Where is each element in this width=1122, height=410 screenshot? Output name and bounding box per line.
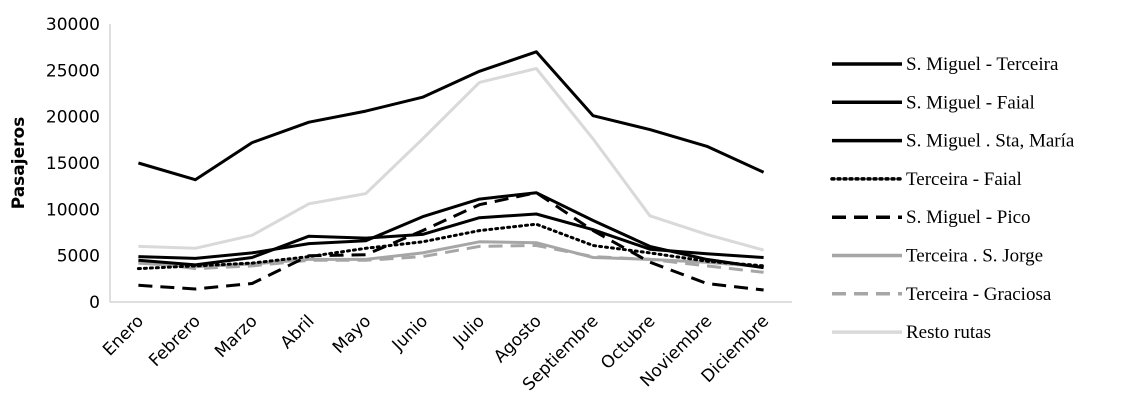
series-line: [138, 67, 764, 252]
x-tick-label: Julio: [449, 311, 489, 351]
y-tick-label: 10000: [46, 200, 100, 220]
series-lines: [136, 50, 766, 292]
y-tick-label: 25000: [46, 61, 100, 81]
series-line: [136, 222, 766, 271]
x-tick-label: Marzo: [211, 311, 261, 361]
legend-label: S. Miguel - Terceira: [906, 54, 1059, 75]
legend-label: Terceira - Faial: [906, 169, 1022, 190]
y-tick-label: 0: [89, 293, 100, 313]
y-tick-label: 20000: [46, 108, 100, 128]
x-tick-label: Enero: [99, 311, 148, 360]
series-line: [138, 191, 764, 270]
x-tick-label: Agosto: [490, 311, 546, 367]
y-tick-label: 15000: [46, 154, 100, 174]
legend-label: Terceira . S. Jorge: [906, 246, 1043, 267]
series-line: [138, 191, 764, 292]
legend-label: S. Miguel - Pico: [906, 207, 1031, 228]
legend-label: S. Miguel - Faial: [906, 92, 1035, 113]
series-line: [137, 50, 765, 182]
series-line: [138, 244, 764, 274]
x-tick-label: Febrero: [145, 311, 205, 371]
x-tick-label: Abril: [277, 311, 319, 353]
legend-label: Resto rutas: [906, 322, 991, 343]
y-axis-label: Pasajeros: [9, 117, 29, 210]
y-tick-labels: 0 5000 10000 15000 20000 25000 30000: [46, 15, 100, 313]
legend-label: S. Miguel . Sta, María: [906, 131, 1075, 152]
axes: [109, 24, 792, 303]
legend-label: Terceira - Graciosa: [906, 284, 1052, 305]
legend: S. Miguel - Terceira S. Miguel - Faial S. …: [830, 54, 1075, 343]
x-tick-label: Mayo: [329, 311, 375, 357]
x-tick-label: Junio: [388, 311, 432, 355]
y-tick-label: 5000: [57, 247, 100, 267]
y-tick-label: 30000: [46, 15, 100, 35]
